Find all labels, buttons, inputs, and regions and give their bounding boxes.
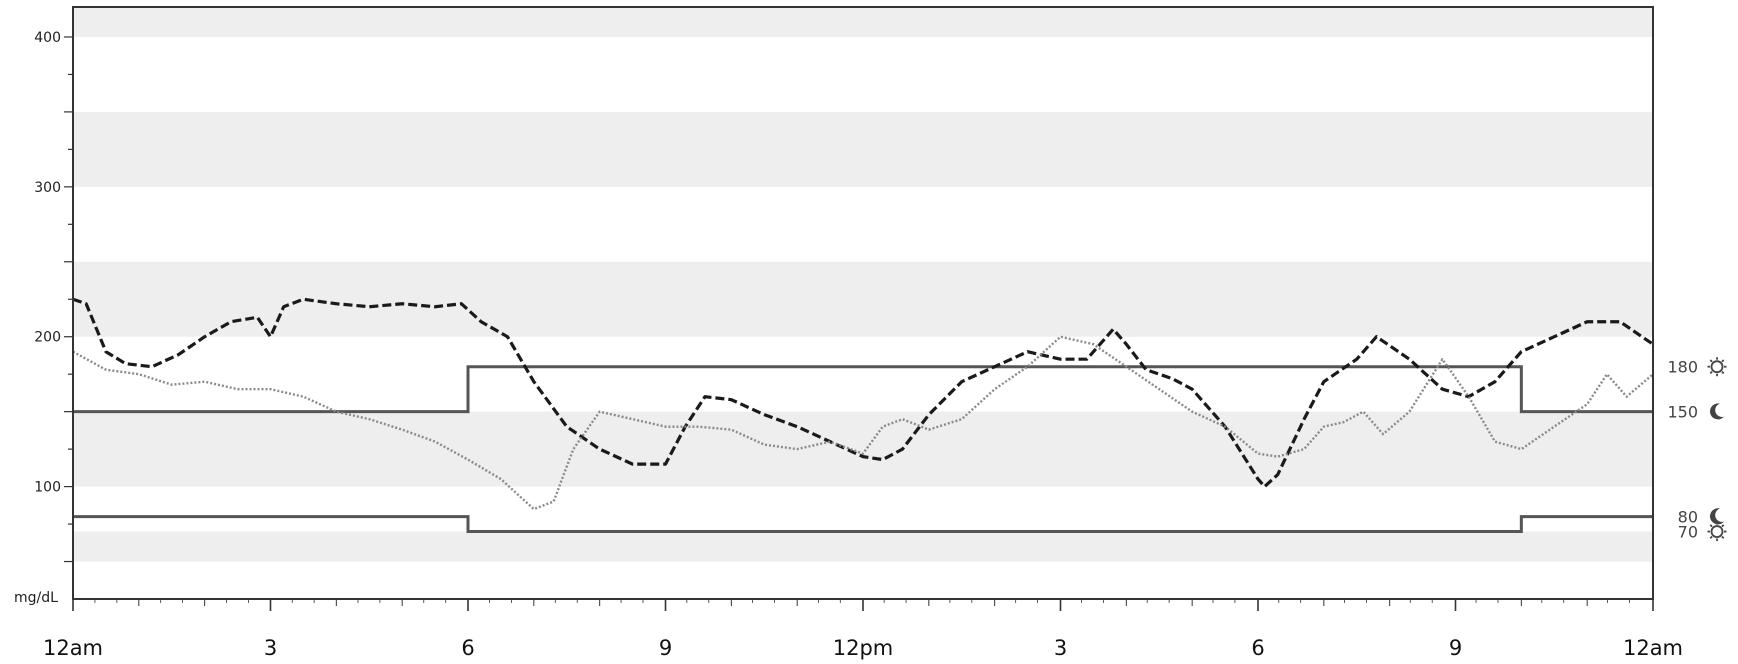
shaded-bands (73, 7, 1653, 562)
sun-icon (1707, 522, 1727, 542)
sun-icon-ray (1709, 359, 1713, 363)
range-label-value: 80 (1678, 508, 1698, 527)
series-dashed-line (72, 297, 1654, 489)
x-tick-label: 6 (1251, 636, 1264, 660)
sun-icon-ray (1709, 535, 1713, 539)
x-tick-label: 12am (1623, 636, 1683, 660)
x-tick-label: 9 (659, 636, 672, 660)
y-tick-label: 300 (34, 180, 61, 196)
y-tick-label: 200 (34, 330, 61, 346)
sun-icon (1707, 357, 1727, 377)
shaded-band (73, 111, 1653, 187)
sun-icon-ray (1721, 524, 1725, 528)
sun-icon-ray (1721, 359, 1725, 363)
range-label-value: 70 (1678, 523, 1698, 542)
moon-icon (1709, 508, 1724, 525)
sun-icon-ray (1709, 524, 1713, 528)
x-tick-label: 6 (461, 636, 474, 660)
sun-icon-ray (1721, 535, 1725, 539)
shaded-band (73, 7, 1653, 37)
shaded-band (73, 411, 1653, 487)
x-tick-label: 12am (43, 636, 103, 660)
sun-icon-core (1710, 525, 1724, 538)
range-label-value: 150 (1667, 403, 1698, 422)
sun-icon-ray (1709, 371, 1713, 375)
moon-icon (1709, 403, 1724, 420)
x-tick-label: 3 (264, 636, 277, 660)
x-axis-ticks: 12am 3 6 9 12pm 3 6 9 12am (43, 599, 1683, 660)
range-label-value: 180 (1667, 358, 1698, 377)
target-lower-line (73, 515, 1653, 534)
series-lines (72, 297, 1654, 511)
y-axis-unit-label: mg/dL (14, 590, 58, 606)
plot-frame (72, 6, 1654, 600)
y-tick-label: 400 (34, 30, 61, 46)
sun-icon-ray (1721, 371, 1725, 375)
shaded-band (73, 261, 1653, 337)
x-tick-label: 12pm (833, 636, 894, 660)
y-axis-ticks: 100 200 300 400 (34, 30, 73, 563)
y-tick-label: 100 (34, 480, 61, 496)
x-tick-label: 9 (1449, 636, 1462, 660)
series-dotted-line (72, 335, 1654, 511)
sun-icon-core (1710, 360, 1724, 374)
shaded-band (73, 531, 1653, 562)
target-upper-line (73, 365, 1653, 414)
x-tick-label: 3 (1054, 636, 1067, 660)
